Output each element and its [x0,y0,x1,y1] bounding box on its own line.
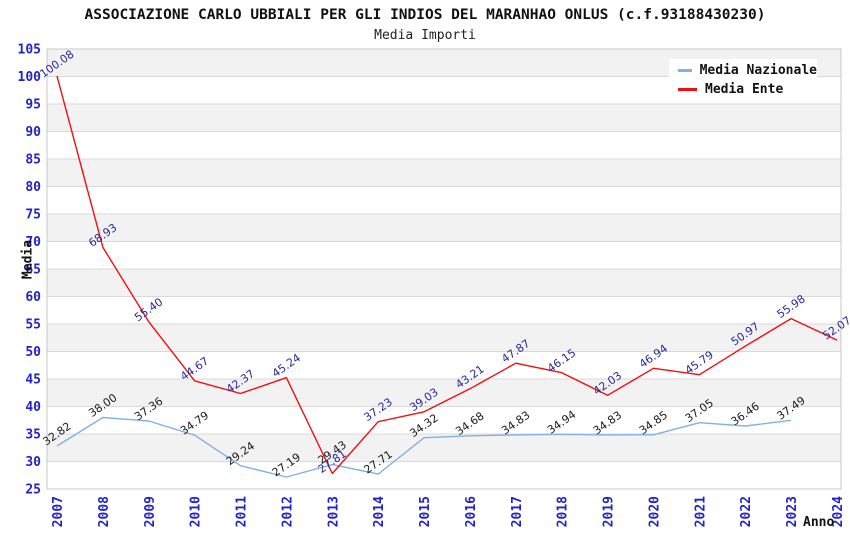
x-axis-tick-label: 2009 [143,496,158,527]
y-axis-tick-label: 40 [25,400,41,415]
chart-title: ASSOCIAZIONE CARLO UBBIALI PER GLI INDIO… [84,7,766,23]
y-axis-tick-label: 70 [25,235,41,250]
y-axis-tick-label: 85 [25,153,41,168]
x-axis-tick-label: 2008 [97,496,112,527]
legend: Media Nazionale Media Ente [669,59,817,101]
plot-band [47,186,841,214]
plot-border [46,48,842,490]
x-axis-tick-label: 2022 [739,496,754,527]
x-axis-tick-label: 2014 [372,496,387,527]
x-axis-tick-label: 2018 [556,496,571,527]
y-axis-tick-label: 65 [25,263,41,278]
y-axis-tick-label: 25 [25,483,41,498]
y-axis-tick-label: 105 [18,43,41,58]
x-axis-title: Anno [803,515,835,530]
x-axis-tick-label: 2020 [647,496,662,527]
y-axis-tick-label: 100 [18,70,42,85]
legend-item-media-nazionale: Media Nazionale [669,63,817,78]
plot-band [47,296,841,324]
plot-band [47,159,841,187]
series-line-media-ente [56,75,838,475]
plot-band [47,214,841,242]
x-axis-tick-label: 2015 [418,496,433,527]
x-axis-tick-label: 2013 [326,496,341,527]
x-axis-tick-label: 2021 [693,496,708,527]
x-axis-tick-label: 2024 [831,496,846,527]
x-axis-tick-label: 2010 [189,496,204,527]
x-axis-tick-label: 2012 [280,496,295,527]
y-axis-tick-label: 80 [25,180,41,195]
legend-item-media-ente: Media Ente [669,82,817,97]
plot-band [47,351,841,379]
legend-label-ente: Media Ente [705,82,784,97]
x-axis-tick-label: 2016 [464,496,479,527]
x-axis-tick-label: 2011 [235,496,250,527]
legend-label-nazionale: Media Nazionale [699,63,817,78]
plot-band [47,104,841,132]
plot-band [47,131,841,159]
x-axis-tick-label: 2019 [602,496,617,527]
y-axis-tick-label: 60 [25,290,41,305]
plot-band [47,269,841,297]
plot-band [47,461,841,489]
y-axis-tick-label: 45 [25,373,41,388]
y-axis-tick-label: 35 [25,428,41,443]
y-axis-tick-label: 30 [25,455,41,470]
series-line-media-nazionale [56,416,792,478]
plot-band [47,434,841,462]
x-axis-tick-label: 2017 [510,496,525,527]
y-axis-tick-label: 90 [25,125,41,140]
y-axis-tick-label: 75 [25,208,41,223]
plot-band [47,324,841,352]
legend-swatch-ente-icon [678,88,697,91]
chart-subtitle: Media Importi [374,28,476,43]
x-axis-tick-label: 2007 [51,496,66,527]
plot-band [47,241,841,269]
y-axis-tick-label: 50 [25,345,41,360]
legend-swatch-nazionale-icon [678,69,692,72]
y-axis-tick-label: 55 [25,318,41,333]
x-axis-tick-label: 2023 [785,496,800,527]
y-axis-title: Media [20,239,36,280]
plot-band [47,406,841,434]
y-axis-tick-label: 95 [25,98,41,113]
